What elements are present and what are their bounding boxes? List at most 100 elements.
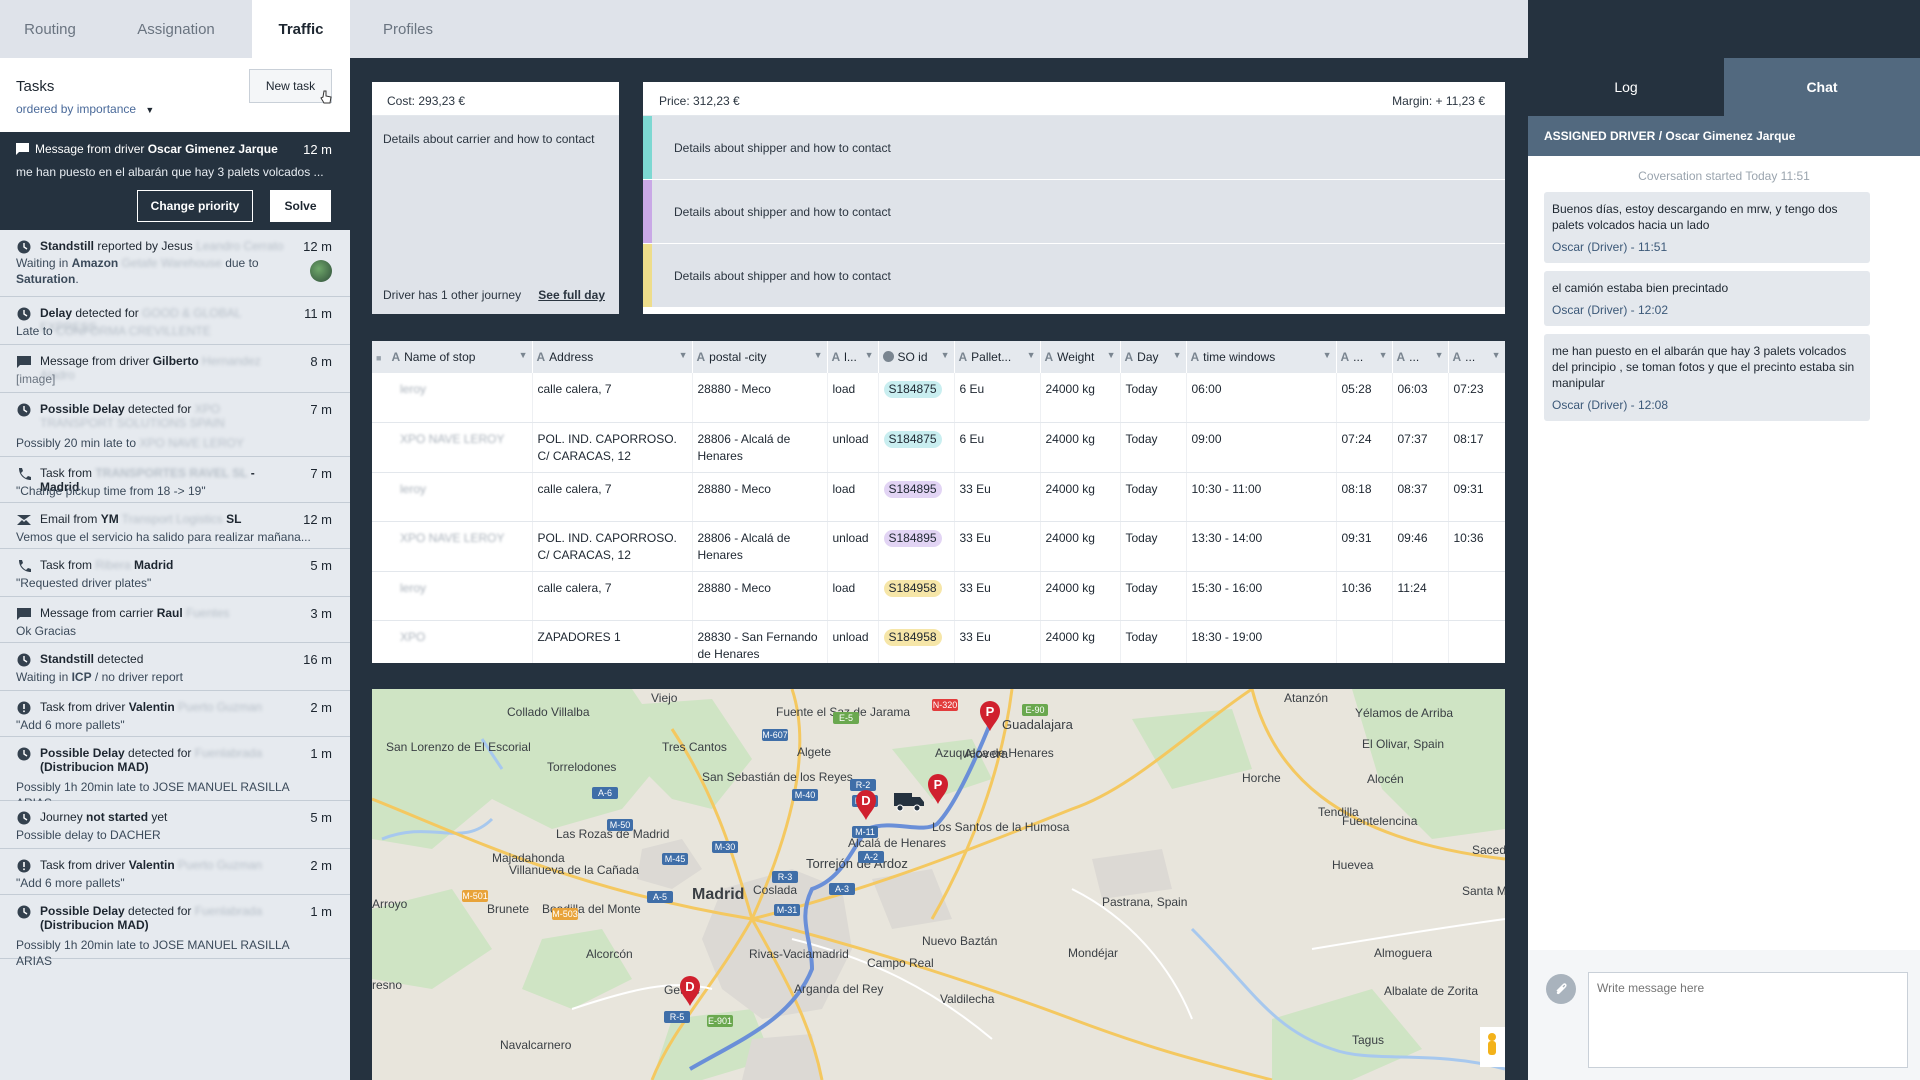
t2-cell: 08:37 xyxy=(1392,472,1449,522)
task-detail: "Change pickup time from 18 -> 19" xyxy=(16,483,316,499)
order-dropdown[interactable]: ordered by importance ▼ xyxy=(16,102,154,116)
road-shield: M-501 xyxy=(462,890,488,902)
road-shield: R-3 xyxy=(772,871,798,883)
chat-message-meta: Oscar (Driver) - 11:51 xyxy=(1552,240,1668,254)
task-title-part: detected for xyxy=(72,306,143,320)
change-priority-button[interactable]: Change priority xyxy=(137,190,253,222)
map-place-label: Alcalá de Henares xyxy=(848,836,946,850)
shipper-row[interactable]: Details about shipper and how to contact xyxy=(643,244,1505,308)
shipper-list: Details about shipper and how to contact… xyxy=(643,116,1505,308)
task-detail: Vemos que el servicio ha salido para rea… xyxy=(16,529,316,545)
tab-log[interactable]: Log xyxy=(1614,79,1638,95)
truck-icon[interactable] xyxy=(894,793,924,812)
table-row[interactable]: XPO ZAPADORES 1 28830 - San Fernando de He… xyxy=(372,620,1505,663)
column-header[interactable]: ■ A Name of stop ▼ xyxy=(372,341,533,373)
so-id-cell: S184958 xyxy=(878,620,955,663)
address-cell: calle calera, 7 xyxy=(532,472,693,522)
map-place-label: Pastrana, Spain xyxy=(1102,895,1187,909)
see-full-day-link[interactable]: See full day xyxy=(538,288,605,302)
task-item[interactable]: Standstill reported by Jesus Leandro Cer… xyxy=(0,230,350,297)
tab-chat[interactable]: Chat xyxy=(1724,58,1920,116)
column-header[interactable]: A Weight ▼ xyxy=(1040,341,1121,373)
chevron-down-icon: ▼ xyxy=(813,350,823,360)
column-header[interactable]: A... ▼ xyxy=(1448,341,1505,373)
task-item[interactable]: Possible Delay detected for Fuenlabrada (… xyxy=(0,895,350,968)
table-row[interactable]: leroy calle calera, 7 28880 - Meco load S184… xyxy=(372,571,1505,621)
route-map[interactable]: Collado Villalba San Lorenzo de El Escori… xyxy=(372,689,1505,1080)
road-label: M-11 xyxy=(855,827,875,837)
task-item[interactable]: Task from Ribera Madrid 5 m "Requested d… xyxy=(0,549,350,597)
map-marker-icon[interactable]: P xyxy=(980,701,1000,731)
active-task[interactable]: Message from driver Oscar Gimenez Jarque… xyxy=(0,132,350,230)
road-label: M-503 xyxy=(552,909,578,919)
task-item[interactable]: Journey not started yet 5 m Possible del… xyxy=(0,801,350,849)
task-item[interactable]: Task from driver Valentin Puerto Guzman … xyxy=(0,849,350,895)
task-item[interactable]: Task from TRANSPORTES RAVEL SL - Madrid … xyxy=(0,457,350,503)
paperclip-icon[interactable] xyxy=(1546,974,1576,1004)
table-row[interactable]: leroy calle calera, 7 28880 - Meco load S184… xyxy=(372,373,1505,423)
task-time: 2 m xyxy=(310,700,332,715)
so-id-badge[interactable]: S184958 xyxy=(883,629,942,646)
task-title-part: detected for xyxy=(124,402,195,416)
task-item[interactable]: Possible Delay detected for XPO TRANSPOR… xyxy=(0,393,350,457)
table-row[interactable]: XPO NAVE LEROY POL. IND. CAPORROSO. C/ CA… xyxy=(372,422,1505,473)
so-id-badge[interactable]: S184875 xyxy=(883,431,942,448)
map-marker-icon[interactable]: D xyxy=(680,975,700,1006)
shipper-row[interactable]: Details about shipper and how to contact xyxy=(643,116,1505,180)
map-marker-icon[interactable]: P xyxy=(928,774,948,804)
task-item[interactable]: Message from carrier Raul Fuentes 3 m Ok… xyxy=(0,597,350,643)
shipper-row[interactable]: Details about shipper and how to contact xyxy=(643,180,1505,244)
task-title: Email from YM Transport Logistics SL xyxy=(40,512,290,526)
task-title-part: Valentin xyxy=(128,700,175,714)
task-item[interactable]: Task from driver Valentin Puerto Guzman … xyxy=(0,691,350,737)
tab-traffic[interactable]: Traffic xyxy=(252,0,350,58)
pallets-cell: 33 Eu xyxy=(954,620,1041,663)
info-icon xyxy=(882,351,894,362)
so-id-badge[interactable]: S184895 xyxy=(883,530,942,547)
road-label: M-607 xyxy=(762,730,788,740)
road-label: R-2 xyxy=(856,780,871,790)
tab-routing[interactable]: Routing xyxy=(24,20,76,38)
so-id-badge[interactable]: S184895 xyxy=(883,480,942,498)
task-item[interactable]: Email from YM Transport Logistics SL 12 … xyxy=(0,503,350,549)
so-id-badge[interactable]: S184958 xyxy=(883,579,942,597)
chevron-down-icon: ▼ xyxy=(1026,350,1036,360)
driver-panel: Log Chat ASSIGNED DRIVER / Oscar Gimenez… xyxy=(1528,58,1920,1080)
task-item[interactable]: Delay detected for GOOD & GLOBAL EXPRESS… xyxy=(0,297,350,345)
task-title-part: Puerto Guzman xyxy=(174,858,263,872)
pallets-cell: 6 Eu xyxy=(954,373,1041,423)
table-row[interactable]: XPO NAVE LEROY POL. IND. CAPORROSO. C/ CA… xyxy=(372,521,1505,572)
column-header[interactable]: A... ▼ xyxy=(1336,341,1393,373)
column-header[interactable]: SO id ▼ xyxy=(878,341,955,373)
shipper-color-bar xyxy=(643,180,652,243)
task-item[interactable]: Possible Delay detected for Fuenlabrada (… xyxy=(0,737,350,810)
column-label: ... xyxy=(1465,350,1476,364)
column-header[interactable]: A Pallet... ▼ xyxy=(954,341,1041,373)
task-item[interactable]: Standstill detected 16 m Waiting in ICP … xyxy=(0,643,350,691)
column-header[interactable]: A Address ▼ xyxy=(532,341,693,373)
map-marker-icon[interactable]: D xyxy=(856,790,876,820)
stop-name-cell: leroy xyxy=(372,373,533,423)
solve-button[interactable]: Solve xyxy=(270,190,331,222)
column-header[interactable]: A... ▼ xyxy=(1392,341,1449,373)
task-title: Task from TRANSPORTES RAVEL SL - Madrid xyxy=(40,466,290,494)
margin-label: Margin: + 11,23 € xyxy=(1392,94,1485,108)
table-row[interactable]: leroy calle calera, 7 28880 - Meco load S184… xyxy=(372,472,1505,522)
new-task-button[interactable]: New task xyxy=(249,69,332,103)
map-canvas[interactable]: Collado Villalba San Lorenzo de El Escori… xyxy=(372,689,1505,1080)
map-place-label: Collado Villalba xyxy=(507,705,590,719)
road-shield: M-31 xyxy=(774,904,800,916)
tab-assignation[interactable]: Assignation xyxy=(137,20,215,38)
task-item[interactable]: Message from driver Gilberto Hernandez A… xyxy=(0,345,350,393)
message-input[interactable] xyxy=(1588,972,1908,1068)
type-cell: load xyxy=(827,571,879,621)
street-view-icon[interactable] xyxy=(1480,1027,1505,1067)
tab-profiles[interactable]: Profiles xyxy=(382,20,434,38)
so-id-badge[interactable]: S184875 xyxy=(883,381,942,398)
task-title-part: Task from driver xyxy=(40,700,129,714)
task-time: 3 m xyxy=(310,606,332,621)
column-header[interactable]: A Day ▼ xyxy=(1120,341,1187,373)
